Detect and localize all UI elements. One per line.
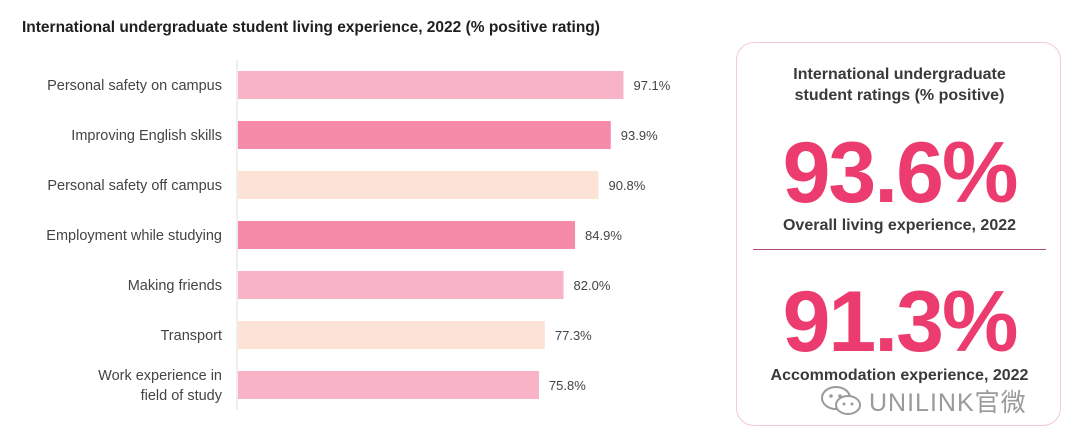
accommodation-label: Accommodation experience, 2022 [770,367,1029,384]
category-label-2: Personal safety off campus [47,178,222,194]
category-label-5: Transport [160,328,222,344]
value-label-1: 93.9% [621,128,658,143]
bar-5 [238,321,545,349]
summary-card: International undergraduate student rati… [736,42,1061,426]
value-label-2: 90.8% [608,178,645,193]
card-heading-line-2: student ratings (% positive) [794,87,1005,104]
chart-title: International undergraduate student livi… [22,19,600,36]
value-label-3: 84.9% [585,228,622,243]
bar-3 [238,221,576,249]
bar-4 [238,271,564,299]
card-divider [753,249,1046,250]
card-heading-line-1: International undergraduate [793,66,1006,83]
bar-6 [238,371,539,399]
category-label-0: Personal safety on campus [47,78,222,94]
value-label-5: 77.3% [555,328,592,343]
watermark-text: UNILINK官微 [869,389,1027,417]
category-label-4: Making friends [128,278,222,294]
bar-1 [238,121,611,149]
wechat-icon [821,386,861,415]
value-label-6: 75.8% [549,378,586,393]
bar-0 [238,71,624,99]
bar-chart: 97.1% Personal safety on campus 93.9% Impro… [46,60,671,410]
value-label-4: 82.0% [574,278,611,293]
category-label-6: Work experience in field of study [98,368,223,404]
category-label-1: Improving English skills [71,128,222,144]
card-heading: International undergraduate student rati… [737,64,1062,106]
watermark: UNILINK官微 [815,383,1031,419]
category-label-3: Employment while studying [46,228,222,244]
value-label-0: 97.1% [633,78,670,93]
accommodation-value: 91.3% [782,274,1019,370]
overall-living-value: 93.6% [782,125,1019,221]
overall-living-label: Overall living experience, 2022 [782,217,1017,234]
bar-2 [238,171,599,199]
